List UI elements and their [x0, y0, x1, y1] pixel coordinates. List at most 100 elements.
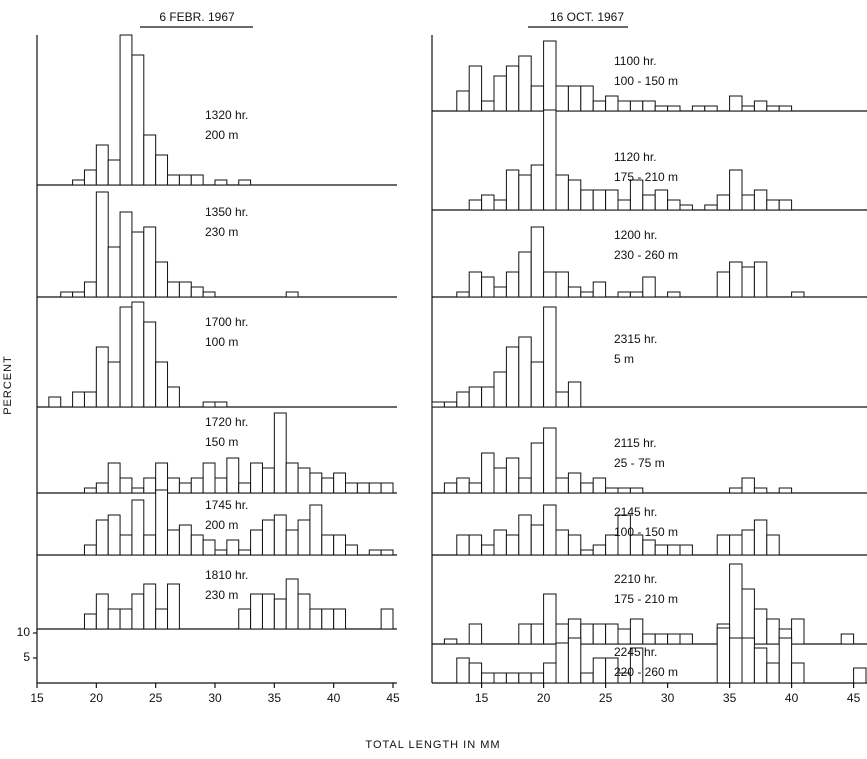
left-title: 6 FEBR. 1967: [159, 10, 235, 24]
bar: [555, 391, 569, 408]
bar: [190, 534, 204, 556]
bar: [667, 291, 681, 298]
bar: [543, 427, 557, 494]
bar: [155, 361, 169, 408]
x-tick-label: 40: [327, 691, 341, 705]
bar: [250, 529, 263, 556]
bar: [95, 346, 109, 408]
bar: [729, 563, 743, 645]
bar: [119, 34, 133, 186]
bar: [468, 65, 483, 112]
bar: [617, 487, 631, 494]
bar: [456, 657, 470, 684]
bar: [226, 539, 240, 556]
bar: [202, 401, 216, 408]
x-tick-label: 45: [847, 691, 861, 705]
bar: [178, 281, 192, 298]
bar: [505, 271, 520, 298]
bar: [555, 623, 569, 645]
bar: [250, 593, 263, 630]
bar: [716, 194, 731, 211]
bar: [580, 85, 594, 112]
bar: [642, 100, 656, 112]
x-tick-label: 30: [208, 691, 222, 705]
bar: [273, 412, 287, 494]
bar: [667, 544, 681, 556]
bar: [853, 667, 867, 684]
bar: [753, 519, 768, 556]
panel-label: 200 m: [205, 128, 238, 142]
bar: [261, 519, 275, 556]
bar: [530, 85, 545, 112]
bar: [766, 662, 780, 684]
panel-label: 1350 hr.: [205, 205, 248, 219]
bar: [505, 346, 520, 408]
bar: [119, 534, 133, 556]
panel-label: 2145 hr.: [614, 505, 657, 519]
bar: [729, 637, 743, 684]
bar: [629, 100, 644, 112]
bar: [431, 401, 445, 408]
bar: [567, 637, 582, 684]
bar: [667, 199, 681, 211]
bar: [530, 623, 545, 645]
bar: [202, 291, 216, 298]
bar: [716, 627, 731, 684]
x-tick-label: 45: [386, 691, 400, 705]
bar: [629, 179, 644, 211]
bar: [178, 524, 192, 556]
bar: [155, 462, 169, 494]
bar: [95, 482, 109, 494]
bar: [321, 608, 335, 630]
panel-label: 1745 hr.: [205, 498, 248, 512]
bar: [481, 544, 495, 556]
bar: [95, 144, 109, 186]
bar: [753, 487, 768, 494]
bar: [167, 174, 180, 186]
bar: [333, 534, 347, 556]
bar: [107, 361, 121, 408]
bar: [778, 637, 793, 684]
bar: [285, 529, 299, 556]
bar: [667, 633, 681, 645]
bar: [143, 321, 157, 408]
bar: [518, 477, 532, 494]
bar: [791, 662, 805, 684]
bar: [543, 593, 557, 645]
bar: [95, 593, 109, 630]
bar: [95, 519, 109, 556]
bar: [505, 169, 520, 211]
bar: [83, 169, 97, 186]
bar: [131, 301, 145, 408]
bar: [729, 534, 743, 556]
bar: [119, 608, 133, 630]
bar: [753, 189, 768, 211]
bar: [155, 489, 169, 556]
bar: [530, 226, 545, 298]
bar: [214, 179, 228, 186]
bar: [605, 623, 619, 645]
bar: [753, 647, 768, 684]
bar: [107, 462, 121, 494]
bar: [778, 105, 793, 112]
right-title: 16 OCT. 1967: [550, 10, 624, 24]
bar: [741, 266, 755, 298]
bar: [261, 467, 275, 494]
bar: [321, 477, 335, 494]
bar: [119, 306, 133, 408]
bar: [333, 472, 347, 494]
bar: [543, 271, 557, 298]
panel-label: 175 - 210 m: [614, 170, 678, 184]
bar: [555, 85, 569, 112]
bar: [368, 482, 382, 494]
bar: [617, 100, 631, 112]
bar: [629, 487, 644, 494]
bar: [155, 154, 169, 186]
panel-label: 2115 hr.: [614, 436, 656, 450]
bar: [605, 189, 619, 211]
bar: [766, 199, 780, 211]
bar: [481, 276, 495, 298]
bar: [380, 549, 394, 556]
bar: [356, 482, 370, 494]
panel-label: 2315 hr.: [614, 332, 657, 346]
